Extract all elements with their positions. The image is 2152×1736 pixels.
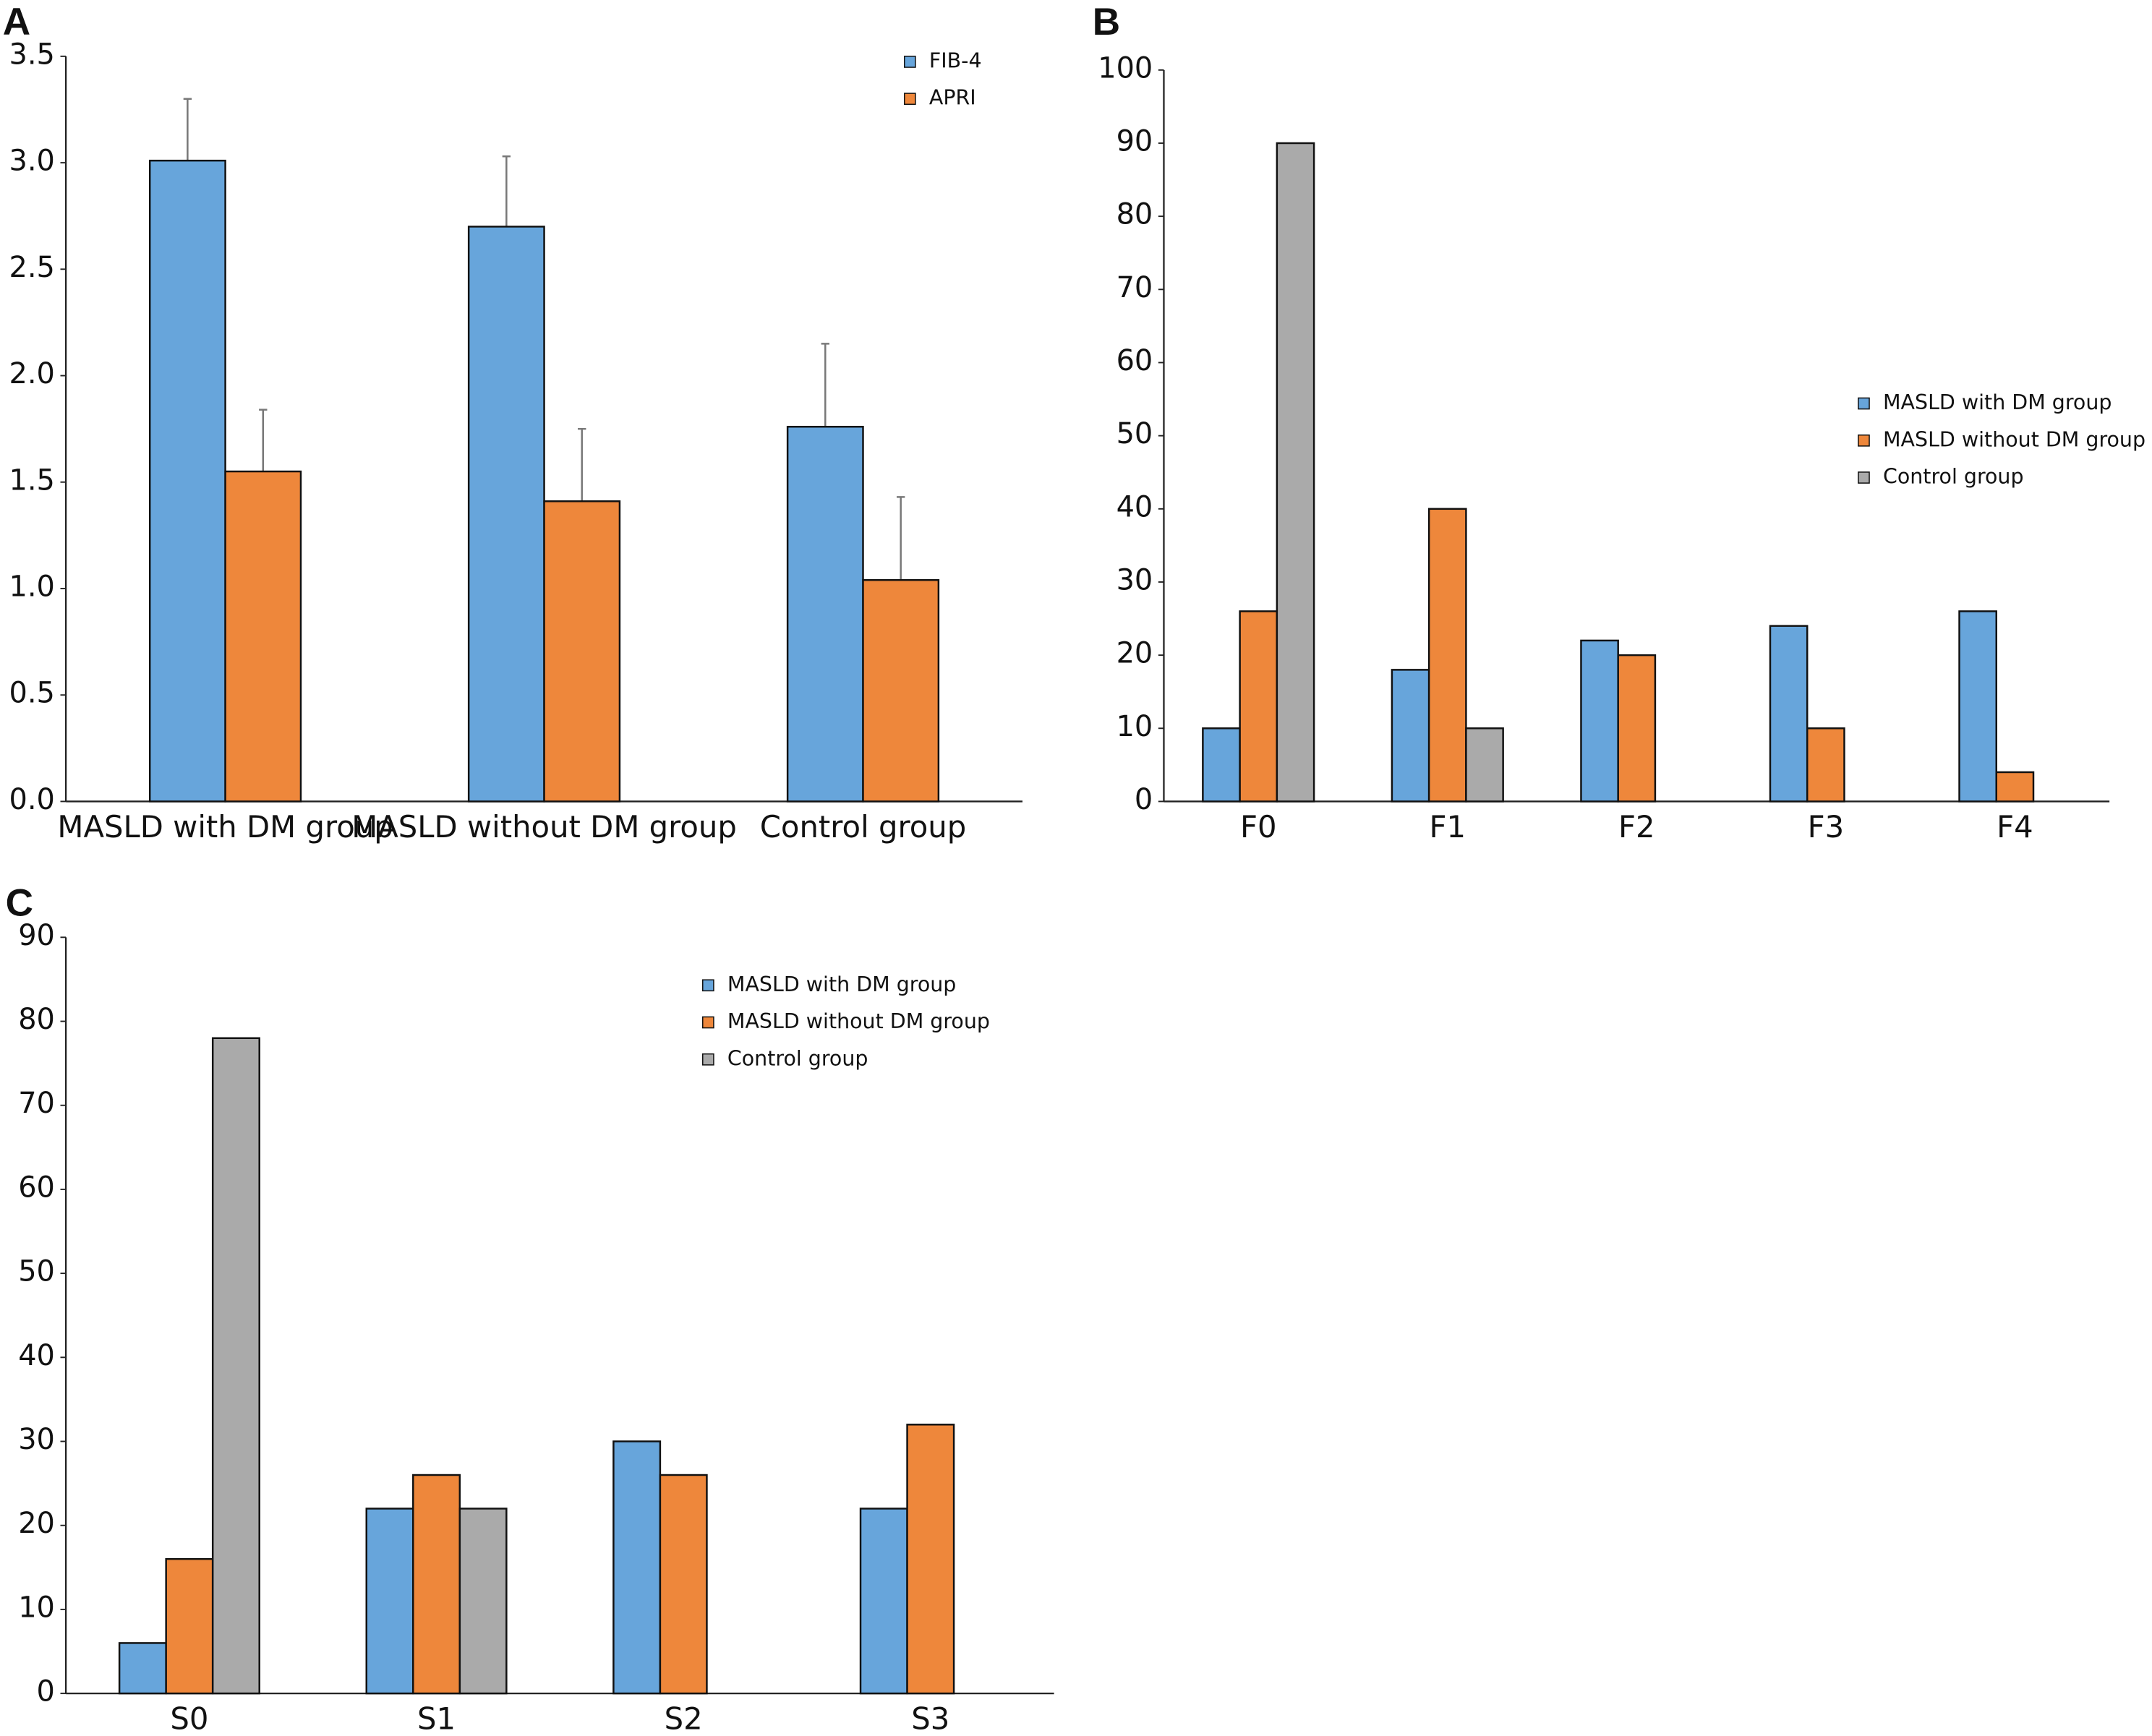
x-tick-label: F4 xyxy=(1997,809,2033,845)
bar xyxy=(612,1440,662,1695)
x-tick-label: F2 xyxy=(1618,809,1655,845)
bar xyxy=(1202,727,1241,803)
bar xyxy=(543,500,621,803)
legend-label: MASLD without DM group xyxy=(1883,427,2145,451)
x-tick-label: S3 xyxy=(911,1701,949,1736)
legend-swatch xyxy=(903,56,916,68)
legend-label: MASLD with DM group xyxy=(1883,390,2112,414)
legend-swatch xyxy=(1858,397,1870,410)
bar xyxy=(148,159,226,803)
bar xyxy=(1769,625,1809,803)
y-tick-label: 1.5 xyxy=(9,463,55,497)
y-tick-label: 80 xyxy=(1116,198,1153,231)
error-bar xyxy=(183,98,192,161)
panel-label: C xyxy=(6,882,33,925)
legend-swatch xyxy=(701,979,714,992)
bar xyxy=(1995,771,2035,803)
legend-label: MASLD with DM group xyxy=(727,972,956,996)
bar xyxy=(1958,610,1998,803)
x-tick-label: F3 xyxy=(1808,809,1845,845)
y-tick-label: 1.0 xyxy=(9,570,55,603)
legend-swatch xyxy=(1858,434,1870,447)
bar xyxy=(1427,508,1467,803)
y-tick-label: 3.0 xyxy=(9,145,55,178)
panel-label: A xyxy=(3,1,30,43)
bar xyxy=(458,1508,508,1695)
bar xyxy=(467,226,545,803)
y-tick-label: 0 xyxy=(1135,783,1153,816)
y-tick-label: 50 xyxy=(18,1255,55,1288)
y-tick-label: 3.5 xyxy=(9,38,55,71)
error-bar xyxy=(821,343,829,427)
bar xyxy=(1806,727,1845,803)
bar xyxy=(1465,727,1504,803)
x-tick-label: MASLD without DM group xyxy=(351,809,737,845)
y-tick-label: 90 xyxy=(1116,124,1153,158)
bar xyxy=(1239,610,1278,803)
y-tick-label: 0 xyxy=(37,1675,55,1709)
legend-swatch xyxy=(701,1016,714,1029)
x-tick-label: Control group xyxy=(760,809,966,845)
bar xyxy=(224,470,302,803)
error-bar xyxy=(896,496,905,581)
y-tick-label: 100 xyxy=(1098,51,1153,85)
panel-label: B xyxy=(1093,1,1120,43)
x-tick-label: MASLD with DM group xyxy=(57,809,393,845)
bar xyxy=(906,1424,955,1695)
y-tick-label: 20 xyxy=(18,1507,55,1540)
y-tick-label: 30 xyxy=(1116,563,1153,597)
legend-swatch xyxy=(701,1053,714,1066)
x-tick-label: S1 xyxy=(417,1701,456,1736)
bar xyxy=(862,578,940,803)
bar xyxy=(412,1474,461,1695)
y-tick-label: 70 xyxy=(18,1087,55,1120)
legend-swatch xyxy=(903,93,916,106)
bar xyxy=(165,1557,214,1695)
y-tick-label: 60 xyxy=(1116,344,1153,377)
bar xyxy=(1617,654,1657,803)
bar xyxy=(786,425,864,803)
legend-label: APRI xyxy=(929,86,976,110)
bar xyxy=(118,1642,167,1695)
legend-label: Control group xyxy=(727,1046,868,1070)
y-tick-label: 2.0 xyxy=(9,357,55,390)
error-bar xyxy=(578,427,586,502)
bar xyxy=(365,1508,414,1695)
legend-label: FIB-4 xyxy=(929,48,982,72)
bar xyxy=(1276,142,1315,803)
y-tick-label: 70 xyxy=(1116,271,1153,304)
y-tick-label: 80 xyxy=(18,1003,55,1036)
y-tick-label: 30 xyxy=(18,1423,55,1456)
x-tick-label: F0 xyxy=(1240,809,1277,845)
y-tick-label: 20 xyxy=(1116,637,1153,670)
y-tick-label: 0.5 xyxy=(9,677,55,710)
x-tick-label: F1 xyxy=(1429,809,1466,845)
bar xyxy=(659,1474,708,1695)
y-tick-label: 90 xyxy=(18,919,55,952)
y-tick-label: 2.5 xyxy=(9,251,55,284)
legend-label: MASLD without DM group xyxy=(727,1009,990,1033)
bar xyxy=(211,1037,260,1695)
bar xyxy=(859,1508,908,1695)
x-tick-label: S0 xyxy=(170,1701,208,1736)
error-bar xyxy=(259,409,268,472)
x-tick-label: S2 xyxy=(665,1701,703,1736)
y-tick-label: 50 xyxy=(1116,417,1153,450)
y-tick-label: 60 xyxy=(18,1171,55,1204)
bar xyxy=(1580,639,1619,803)
y-tick-label: 40 xyxy=(1116,490,1153,523)
y-tick-label: 0.0 xyxy=(9,783,55,816)
y-tick-label: 40 xyxy=(18,1339,55,1372)
y-tick-label: 10 xyxy=(18,1591,55,1624)
error-bar xyxy=(502,155,511,227)
legend-swatch xyxy=(1858,471,1870,484)
legend-label: Control group xyxy=(1883,465,2024,489)
y-tick-label: 10 xyxy=(1116,710,1153,743)
bar xyxy=(1391,669,1430,803)
